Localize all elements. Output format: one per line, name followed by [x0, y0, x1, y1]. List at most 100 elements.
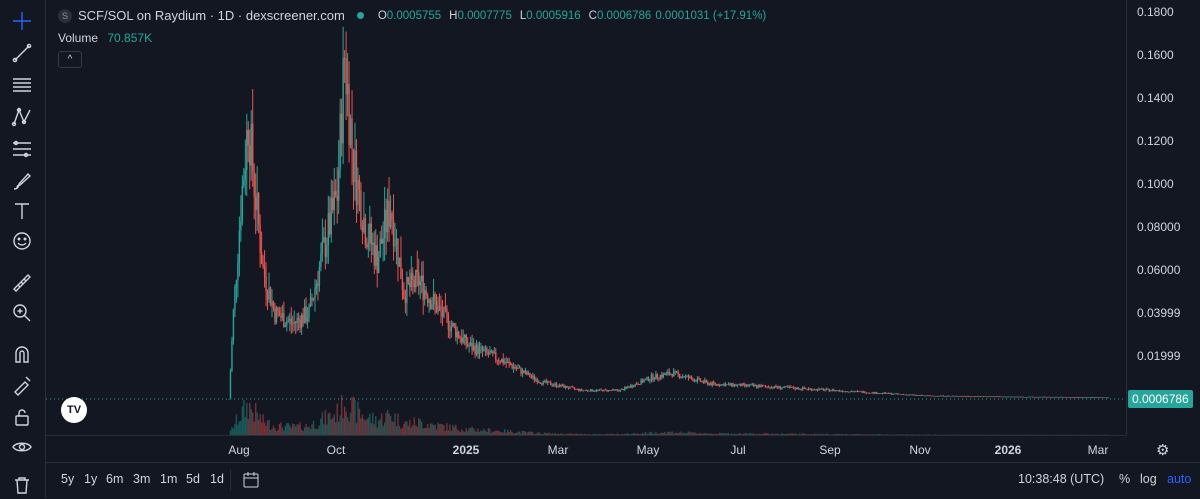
candle-body	[359, 180, 360, 190]
candle-body	[393, 221, 394, 247]
candle-body	[689, 377, 690, 378]
crosshair-icon[interactable]	[8, 8, 36, 34]
volume-bar	[237, 425, 238, 435]
candle-body	[328, 213, 329, 246]
candle-body	[695, 380, 696, 381]
candle-body	[399, 258, 400, 267]
candle-body	[672, 374, 673, 376]
candle-body	[975, 396, 976, 397]
volume-bar	[366, 419, 367, 435]
eye-icon[interactable]	[8, 434, 36, 460]
candle-body	[230, 371, 231, 399]
collapse-legend-button[interactable]: ^	[58, 51, 82, 68]
candle-body	[732, 383, 733, 386]
lock-icon[interactable]	[8, 404, 36, 430]
volume-bar	[409, 420, 410, 435]
candle-body	[283, 313, 284, 327]
candle-body	[824, 390, 825, 391]
candle-body	[987, 397, 988, 398]
magnet-icon[interactable]	[8, 342, 36, 368]
candle-body	[811, 389, 812, 391]
volume-bar	[342, 418, 343, 435]
candle-body	[388, 201, 389, 227]
candle-body	[728, 384, 729, 385]
zoom-icon[interactable]	[8, 300, 36, 326]
candle-body	[353, 149, 354, 182]
candle-body	[522, 370, 523, 373]
percent-toggle[interactable]: %	[1119, 472, 1130, 486]
lock-draw-icon[interactable]	[8, 372, 36, 398]
volume-bar	[291, 428, 292, 435]
volume-bar	[305, 424, 306, 435]
volume-bar	[381, 413, 382, 435]
candle-body	[538, 382, 539, 383]
candle-body	[520, 368, 521, 374]
candle-body	[904, 395, 905, 396]
ruler-icon[interactable]	[8, 270, 36, 296]
candle-body	[471, 343, 472, 350]
volume-bar	[473, 428, 474, 435]
candle-body	[772, 387, 773, 388]
candle-body	[750, 385, 751, 386]
candle-body	[1052, 397, 1053, 398]
settings-gear-icon[interactable]: ⚙	[1156, 441, 1169, 459]
auto-toggle[interactable]: auto	[1167, 472, 1191, 486]
volume-bar	[412, 425, 413, 435]
candle-body	[652, 375, 653, 380]
volume-bar	[365, 420, 366, 435]
pattern-icon[interactable]	[8, 104, 36, 130]
candle-body	[694, 380, 695, 381]
range-3m[interactable]: 3m	[133, 472, 150, 486]
candle-body	[798, 388, 799, 390]
candle-body	[998, 396, 999, 397]
fib-icon[interactable]	[8, 136, 36, 162]
volume-bar	[369, 414, 370, 435]
text-icon[interactable]	[8, 198, 36, 224]
candle-body	[802, 388, 803, 390]
horizontal-lines-icon[interactable]	[8, 72, 36, 98]
candle-body	[468, 346, 469, 347]
volume-bar	[371, 423, 372, 435]
range-1d[interactable]: 1d	[210, 472, 224, 486]
candle-body	[1066, 397, 1067, 398]
range-5d[interactable]: 5d	[186, 472, 200, 486]
range-6m[interactable]: 6m	[106, 472, 123, 486]
trend-line-icon[interactable]	[8, 40, 36, 66]
brush-icon[interactable]	[8, 168, 36, 194]
volume-bar	[354, 400, 355, 435]
candle-body	[938, 396, 939, 397]
candle-body	[291, 319, 292, 324]
candle-body	[457, 332, 458, 338]
range-1m[interactable]: 1m	[160, 472, 177, 486]
candle-body	[1007, 397, 1008, 398]
emoji-icon[interactable]	[8, 228, 36, 254]
candle-body	[881, 393, 882, 394]
range-1y[interactable]: 1y	[84, 472, 97, 486]
candle-body	[436, 301, 437, 312]
candle-body	[916, 395, 917, 396]
candle-body	[692, 379, 693, 381]
tradingview-logo[interactable]: TV	[61, 397, 87, 423]
calendar-icon[interactable]	[242, 471, 260, 489]
candle-body	[664, 374, 665, 375]
range-5y[interactable]: 5y	[61, 472, 74, 486]
candle-body	[743, 384, 744, 385]
candle-body	[829, 389, 830, 391]
volume-bar	[236, 414, 237, 435]
candle-body	[984, 396, 985, 397]
chart-plot-area[interactable]	[46, 0, 1126, 435]
candle-body	[1036, 397, 1037, 398]
chart-title[interactable]: SCF/SOL on Raydium · 1D · dexscreener.co…	[78, 8, 345, 23]
trash-icon[interactable]	[8, 472, 36, 498]
candle-body	[703, 381, 704, 382]
clock[interactable]: 10:38:48 (UTC)	[1018, 472, 1104, 486]
volume-bar	[443, 425, 444, 435]
candle-body	[425, 290, 426, 295]
log-toggle[interactable]: log	[1140, 472, 1157, 486]
volume-bar	[253, 422, 254, 435]
candle-body	[964, 396, 965, 397]
candle-body	[686, 376, 687, 377]
candle-body	[458, 332, 459, 338]
